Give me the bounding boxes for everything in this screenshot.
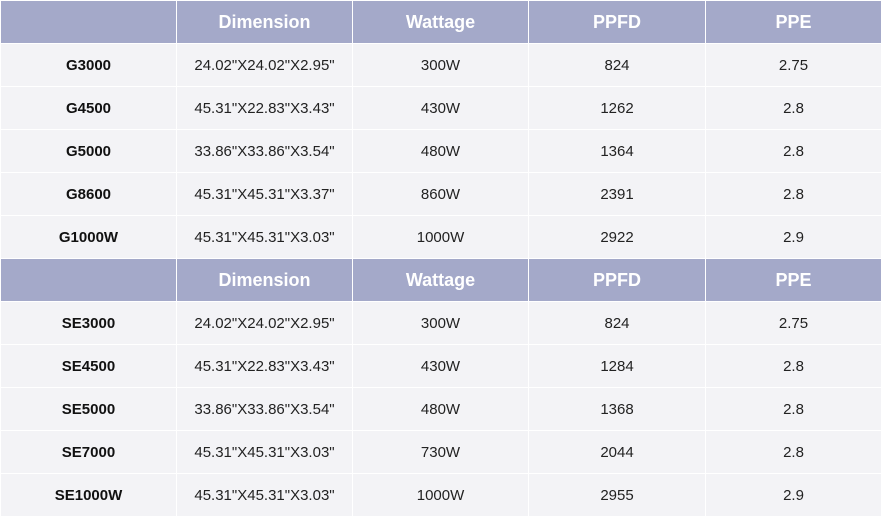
model-cell: G3000: [0, 43, 177, 87]
ppe-cell: 2.9: [705, 215, 881, 259]
dimension-cell: 45.31"X22.83"X3.43": [176, 86, 353, 130]
ppfd-cell: 824: [528, 301, 706, 345]
header-cell-model: [0, 0, 177, 44]
ppfd-cell: 2922: [528, 215, 706, 259]
wattage-cell: 1000W: [352, 473, 529, 517]
ppfd-cell: 824: [528, 43, 706, 87]
table-row: SE5000 33.86"X33.86"X3.54" 480W 1368 2.8: [0, 387, 881, 431]
dimension-cell: 45.31"X45.31"X3.03": [176, 215, 353, 259]
wattage-cell: 480W: [352, 387, 529, 431]
ppfd-cell: 1368: [528, 387, 706, 431]
header-cell-ppe: PPE: [705, 258, 881, 302]
header-cell-dimension: Dimension: [176, 258, 353, 302]
model-cell: SE7000: [0, 430, 177, 474]
ppe-cell: 2.75: [705, 301, 881, 345]
ppe-cell: 2.75: [705, 43, 881, 87]
header-cell-ppfd: PPFD: [528, 258, 706, 302]
table-row: G1000W 45.31"X45.31"X3.03" 1000W 2922 2.…: [0, 215, 881, 259]
table-row: SE4500 45.31"X22.83"X3.43" 430W 1284 2.8: [0, 344, 881, 388]
model-cell: G8600: [0, 172, 177, 216]
ppe-cell: 2.8: [705, 344, 881, 388]
table-row: SE1000W 45.31"X45.31"X3.03" 1000W 2955 2…: [0, 473, 881, 517]
ppfd-cell: 2955: [528, 473, 706, 517]
ppfd-cell: 1284: [528, 344, 706, 388]
ppfd-cell: 1364: [528, 129, 706, 173]
dimension-cell: 24.02"X24.02"X2.95": [176, 301, 353, 345]
table-row: G4500 45.31"X22.83"X3.43" 430W 1262 2.8: [0, 86, 881, 130]
dimension-cell: 45.31"X45.31"X3.03": [176, 430, 353, 474]
dimension-cell: 45.31"X45.31"X3.37": [176, 172, 353, 216]
ppe-cell: 2.8: [705, 430, 881, 474]
wattage-cell: 430W: [352, 344, 529, 388]
header-cell-wattage: Wattage: [352, 0, 529, 44]
wattage-cell: 860W: [352, 172, 529, 216]
model-cell: SE1000W: [0, 473, 177, 517]
model-cell: SE5000: [0, 387, 177, 431]
ppfd-cell: 1262: [528, 86, 706, 130]
ppe-cell: 2.8: [705, 86, 881, 130]
header-cell-model: [0, 258, 177, 302]
ppfd-cell: 2044: [528, 430, 706, 474]
ppe-cell: 2.8: [705, 172, 881, 216]
table-row: SE7000 45.31"X45.31"X3.03" 730W 2044 2.8: [0, 430, 881, 474]
spec-table: Dimension Wattage PPFD PPE G3000 24.02"X…: [0, 0, 881, 517]
wattage-cell: 730W: [352, 430, 529, 474]
dimension-cell: 24.02"X24.02"X2.95": [176, 43, 353, 87]
model-cell: G4500: [0, 86, 177, 130]
wattage-cell: 300W: [352, 301, 529, 345]
wattage-cell: 1000W: [352, 215, 529, 259]
table-row: G5000 33.86"X33.86"X3.54" 480W 1364 2.8: [0, 129, 881, 173]
header-row-g-series: Dimension Wattage PPFD PPE: [0, 0, 881, 44]
dimension-cell: 33.86"X33.86"X3.54": [176, 129, 353, 173]
table-row: G3000 24.02"X24.02"X2.95" 300W 824 2.75: [0, 43, 881, 87]
wattage-cell: 430W: [352, 86, 529, 130]
dimension-cell: 45.31"X45.31"X3.03": [176, 473, 353, 517]
dimension-cell: 33.86"X33.86"X3.54": [176, 387, 353, 431]
model-cell: G1000W: [0, 215, 177, 259]
header-cell-wattage: Wattage: [352, 258, 529, 302]
model-cell: SE4500: [0, 344, 177, 388]
header-cell-ppe: PPE: [705, 0, 881, 44]
model-cell: G5000: [0, 129, 177, 173]
dimension-cell: 45.31"X22.83"X3.43": [176, 344, 353, 388]
ppe-cell: 2.8: [705, 387, 881, 431]
header-cell-dimension: Dimension: [176, 0, 353, 44]
wattage-cell: 480W: [352, 129, 529, 173]
table-row: SE3000 24.02"X24.02"X2.95" 300W 824 2.75: [0, 301, 881, 345]
table-row: G8600 45.31"X45.31"X3.37" 860W 2391 2.8: [0, 172, 881, 216]
ppe-cell: 2.9: [705, 473, 881, 517]
wattage-cell: 300W: [352, 43, 529, 87]
ppfd-cell: 2391: [528, 172, 706, 216]
header-cell-ppfd: PPFD: [528, 0, 706, 44]
model-cell: SE3000: [0, 301, 177, 345]
header-row-se-series: Dimension Wattage PPFD PPE: [0, 258, 881, 302]
ppe-cell: 2.8: [705, 129, 881, 173]
